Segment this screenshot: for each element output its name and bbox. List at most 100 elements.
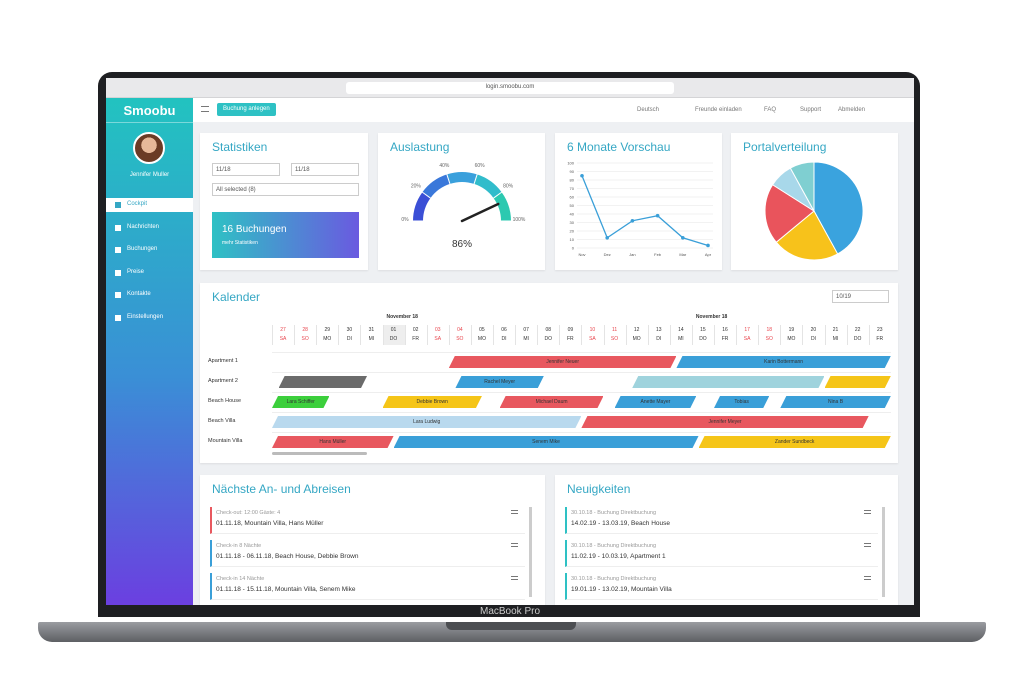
menu-item[interactable]: Preise bbox=[106, 266, 193, 280]
list-item[interactable] bbox=[565, 573, 878, 600]
chart-card: Portalverteilung bbox=[731, 133, 898, 270]
pie-slice bbox=[813, 161, 864, 255]
booking-guest: Nina B bbox=[828, 399, 844, 405]
calendar-select[interactable]: 10/19 bbox=[832, 290, 889, 303]
weekday-label: MI bbox=[678, 336, 684, 342]
weekday-label: DO bbox=[544, 336, 552, 342]
menu-item[interactable]: Kontakte bbox=[106, 288, 193, 302]
booking-bar[interactable]: Hans Müller bbox=[272, 436, 394, 448]
menu-icon bbox=[115, 224, 121, 231]
pie-slice bbox=[764, 184, 815, 243]
booking-bar[interactable]: Debbie Brown bbox=[383, 396, 482, 408]
booking-bar[interactable]: Nina B bbox=[780, 396, 891, 408]
card-title: Neuigkeiten bbox=[567, 482, 631, 496]
date-cell bbox=[448, 325, 471, 345]
menu-item[interactable]: Buchungen bbox=[106, 243, 193, 257]
booking-bar[interactable]: Karin Bottermann bbox=[676, 356, 890, 368]
list-item[interactable] bbox=[210, 540, 525, 567]
menu-item[interactable]: Cockpit bbox=[106, 198, 193, 212]
calendar-card: Kalender 10/19 November 18 November 18 27 SA 2… bbox=[200, 283, 898, 463]
booking-bar[interactable] bbox=[279, 376, 367, 388]
booking-bar[interactable]: Michael Daum bbox=[500, 396, 604, 408]
booking-bar[interactable]: Zander Sundbeck bbox=[699, 436, 891, 448]
y-tick-label: 10 bbox=[570, 237, 575, 242]
bookings-box[interactable]: 16 Buchungen mehr Statistiken bbox=[212, 212, 359, 258]
item-menu[interactable] bbox=[864, 510, 871, 514]
date-cell bbox=[404, 325, 427, 345]
booking-bar[interactable]: Jennifer Meyer bbox=[581, 416, 868, 428]
address-field[interactable] bbox=[346, 82, 674, 94]
menu-icon bbox=[115, 202, 121, 208]
list-item[interactable] bbox=[565, 507, 878, 534]
booking-bar[interactable]: Senem Mike bbox=[394, 436, 699, 448]
month-label: November 18 bbox=[386, 314, 418, 320]
item-menu[interactable] bbox=[864, 576, 871, 580]
booking-bar[interactable]: Lara Schiffer bbox=[272, 396, 329, 408]
logo-bar bbox=[106, 122, 193, 123]
card-title: Kalender bbox=[212, 290, 261, 304]
topbar-link[interactable]: Support bbox=[800, 107, 822, 113]
item-text: 14.02.19 - 13.03.19, Beach House bbox=[571, 520, 671, 527]
y-tick-label: 30 bbox=[570, 220, 575, 225]
weekday-label: FR bbox=[567, 336, 574, 342]
gauge-value: 86% bbox=[452, 239, 472, 250]
scrollbar bbox=[272, 452, 367, 455]
item-menu[interactable] bbox=[511, 576, 518, 580]
point bbox=[630, 219, 635, 223]
item-meta: Check-out: 12:00 Gäste: 4 bbox=[216, 510, 281, 516]
chart: 0% 20% 40% 60% 80% 100% 86% bbox=[401, 163, 526, 250]
gauge-band bbox=[493, 192, 511, 222]
chart bbox=[764, 161, 864, 261]
item-menu[interactable] bbox=[864, 543, 871, 547]
select-filter[interactable]: All selected (8) bbox=[212, 183, 359, 196]
list-item[interactable] bbox=[565, 540, 878, 567]
menu-icon bbox=[115, 269, 121, 276]
logo: Smoobu bbox=[123, 103, 176, 118]
list-item[interactable] bbox=[210, 507, 525, 534]
date-label: 15 bbox=[700, 327, 706, 333]
booking-bar[interactable]: Tobias bbox=[714, 396, 769, 408]
menu-item[interactable]: Einstellungen bbox=[106, 311, 193, 325]
y-tick-label: 20 bbox=[570, 229, 575, 234]
date-cell bbox=[669, 325, 692, 345]
y-tick-label: 50 bbox=[570, 203, 575, 208]
row-bg bbox=[272, 372, 891, 391]
gauge-tick-label: 40% bbox=[439, 163, 450, 169]
select-to[interactable]: 11/18 bbox=[291, 163, 359, 176]
card-title: Nächste An- und Abreisen bbox=[212, 482, 351, 496]
topbar-link[interactable]: Abmelden bbox=[838, 107, 866, 113]
select-from[interactable]: 11/18 bbox=[212, 163, 280, 176]
item-menu[interactable] bbox=[511, 510, 518, 514]
create-booking-button[interactable]: Buchung anlegen bbox=[217, 103, 276, 116]
item-menu[interactable] bbox=[511, 543, 518, 547]
news-card: Neuigkeiten 30.10.18 - Buchung Direktbuch… bbox=[555, 475, 898, 605]
booking-bar[interactable]: Anette Mayer bbox=[615, 396, 697, 408]
booking-bar[interactable] bbox=[632, 376, 824, 388]
booking-guest: Anette Mayer bbox=[640, 399, 671, 405]
list-item[interactable] bbox=[210, 573, 525, 600]
topbar-link[interactable]: Deutsch bbox=[637, 107, 660, 113]
line bbox=[581, 175, 709, 247]
url: login.smoobu.com bbox=[485, 84, 535, 90]
booking-guest: Tobias bbox=[734, 399, 749, 405]
booking-bar[interactable]: Jennifer Neuer bbox=[449, 356, 677, 368]
x-tick-label: Jan bbox=[629, 252, 635, 257]
month-label: November 18 bbox=[695, 314, 728, 320]
date-cell bbox=[736, 325, 758, 345]
booking-bar[interactable]: Rachel Meyer bbox=[455, 376, 543, 388]
weekday-label: MO bbox=[632, 336, 641, 342]
chart-card: Auslastung 0% 20% 40% 60% 80% 100% 86% bbox=[378, 133, 545, 270]
card-title: Statistiken bbox=[212, 140, 268, 154]
booking-bar[interactable] bbox=[825, 376, 891, 388]
x-tick-label: Feb bbox=[654, 252, 662, 257]
date-cell bbox=[714, 325, 736, 345]
gauge-tick bbox=[446, 173, 451, 185]
weekday-label: FR bbox=[412, 336, 419, 342]
topbar-link[interactable]: Freunde einladen bbox=[695, 107, 742, 113]
item-meta: 30.10.18 - Buchung Direktbuchung bbox=[571, 510, 657, 516]
topbar-link[interactable]: FAQ bbox=[764, 107, 777, 113]
menu-item[interactable]: Nachrichten bbox=[106, 221, 193, 235]
booking-bar[interactable]: Lara Ludwig bbox=[272, 416, 581, 428]
weekday-label: SO bbox=[456, 336, 464, 342]
